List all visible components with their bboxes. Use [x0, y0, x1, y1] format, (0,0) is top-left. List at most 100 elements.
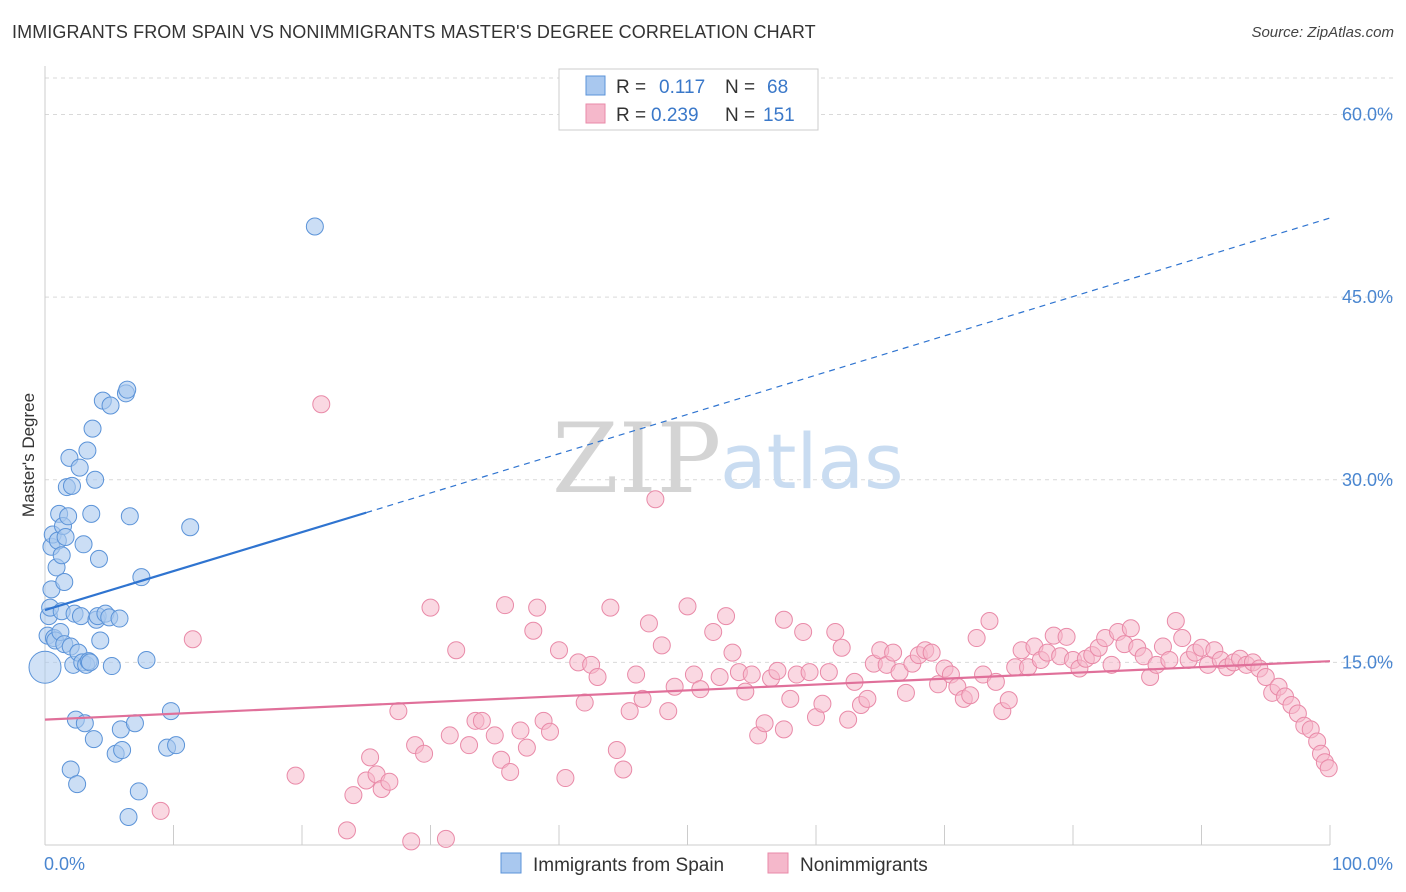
nonimmigrants-point — [896, 683, 915, 702]
nonimmigrants-point — [517, 738, 536, 757]
nonimmigrants-point — [601, 598, 620, 617]
legend-n-value-1: 68 — [767, 77, 788, 98]
nonimmigrants-point — [1173, 629, 1192, 648]
nonimmigrants-point — [312, 395, 331, 414]
immigrants-from-spain-point — [82, 504, 101, 523]
nonimmigrants-point — [652, 636, 671, 655]
nonimmigrants-point — [1121, 619, 1140, 638]
nonimmigrants-point — [550, 641, 568, 660]
nonimmigrants-point — [967, 629, 986, 648]
y-tick-label: 30.0% — [1342, 470, 1393, 490]
nonimmigrants-point — [819, 663, 838, 682]
nonimmigrants-point — [460, 736, 479, 755]
nonimmigrants-point — [1166, 611, 1185, 630]
nonimmigrants-point — [774, 720, 793, 739]
immigrants-from-spain-point — [305, 217, 324, 236]
chart-source: Source: ZipAtlas.com — [1251, 24, 1394, 41]
immigrants-from-spain-point — [125, 714, 144, 733]
series-swatch-blue — [500, 852, 522, 874]
nonimmigrants-point — [961, 686, 980, 705]
nonimmigrants-point — [800, 663, 819, 682]
series-swatch-pink — [767, 852, 789, 874]
x-tick-label: 100.0% — [1332, 854, 1393, 874]
nonimmigrants-point — [832, 638, 851, 657]
nonimmigrants-point — [742, 665, 761, 684]
nonimmigrants-point — [151, 801, 170, 820]
nonimmigrants-point — [389, 702, 408, 721]
y-tick-label: 15.0% — [1342, 652, 1393, 672]
nonimmigrants-point — [528, 598, 547, 617]
immigrants-from-spain-point — [55, 573, 74, 592]
y-tick-label: 45.0% — [1342, 287, 1393, 307]
watermark-zip: ZIP — [552, 403, 721, 515]
immigrants-from-spain-point — [62, 476, 81, 495]
immigrants-from-spain-point — [137, 650, 156, 669]
nonimmigrants-point — [826, 622, 845, 641]
immigrants-from-spain-point — [129, 782, 148, 801]
nonimmigrants-point — [633, 689, 652, 708]
nonimmigrants-point — [723, 643, 742, 662]
x-tick-label: 0.0% — [44, 854, 85, 874]
nonimmigrants-point — [183, 630, 202, 649]
immigrants-from-spain-point — [161, 702, 180, 721]
legend-swatch-blue — [585, 75, 606, 96]
immigrants-from-spain-point — [28, 650, 62, 684]
nonimmigrants-point — [1319, 759, 1338, 778]
nonimmigrants-point — [337, 821, 356, 840]
nonimmigrants-point — [614, 760, 633, 779]
legend-n-label-2: N = — [725, 105, 755, 126]
legend-r-label-2: R = — [616, 105, 646, 126]
nonimmigrants-point — [447, 641, 466, 660]
immigrants-from-spain-point — [102, 657, 121, 676]
nonimmigrants-point — [588, 667, 607, 686]
nonimmigrants-point — [1256, 667, 1275, 686]
immigrants-from-spain-point — [89, 549, 108, 568]
nonimmigrants-point — [472, 711, 491, 730]
nonimmigrants-point — [659, 702, 678, 721]
nonimmigrants-point — [884, 643, 903, 662]
immigrants-from-spain-point — [118, 380, 137, 399]
nonimmigrants-point — [541, 722, 560, 741]
nonimmigrants-point — [794, 622, 813, 641]
legend-r-value-2: 0.239 — [651, 105, 699, 126]
watermark: ZIP atlas — [552, 403, 904, 515]
nonimmigrants-point — [1134, 647, 1153, 666]
nonimmigrants-point — [980, 611, 999, 630]
nonimmigrants-point — [1160, 650, 1179, 669]
nonimmigrants-point — [768, 661, 787, 680]
nonimmigrants-point — [524, 621, 543, 640]
nonimmigrants-point — [436, 829, 455, 848]
legend-n-label-1: N = — [725, 77, 755, 98]
nonimmigrants-point — [646, 490, 665, 509]
legend-swatch-pink — [585, 103, 606, 124]
nonimmigrants-point — [665, 677, 684, 696]
nonimmigrants-point — [781, 689, 800, 708]
immigrants-from-spain-point — [167, 736, 186, 755]
nonimmigrants-point — [607, 741, 626, 760]
y-axis-label: Master's Degree — [19, 393, 38, 517]
nonimmigrants-point — [501, 762, 520, 781]
immigrants-from-spain-point — [110, 609, 129, 628]
immigrants-from-spain-point — [74, 535, 93, 554]
y-tick-label: 60.0% — [1342, 105, 1393, 125]
immigrants-from-spain-point — [113, 741, 132, 760]
immigrants-from-spain-point — [91, 631, 110, 650]
series-label-immigrants: Immigrants from Spain — [533, 855, 724, 876]
immigrants-from-spain-point — [84, 730, 103, 749]
immigrants-from-spain-point — [120, 507, 139, 526]
immigrants-from-spain-point — [59, 507, 78, 526]
nonimmigrants-point — [511, 721, 530, 740]
legend-n-value-2: 151 — [763, 105, 795, 126]
immigrants-from-spain-point — [181, 518, 200, 537]
nonimmigrants-point — [736, 682, 755, 701]
immigrants-from-spain-point — [70, 458, 89, 477]
nonimmigrants-point — [380, 772, 399, 791]
nonimmigrants-point — [421, 598, 440, 617]
nonimmigrants-point — [704, 622, 723, 641]
nonimmigrants-trend-line — [44, 660, 1331, 721]
nonimmigrants-point — [286, 766, 305, 785]
immigrants-from-spain-point — [101, 396, 120, 415]
nonimmigrants-point — [485, 726, 504, 745]
nonimmigrants-point — [361, 748, 380, 767]
